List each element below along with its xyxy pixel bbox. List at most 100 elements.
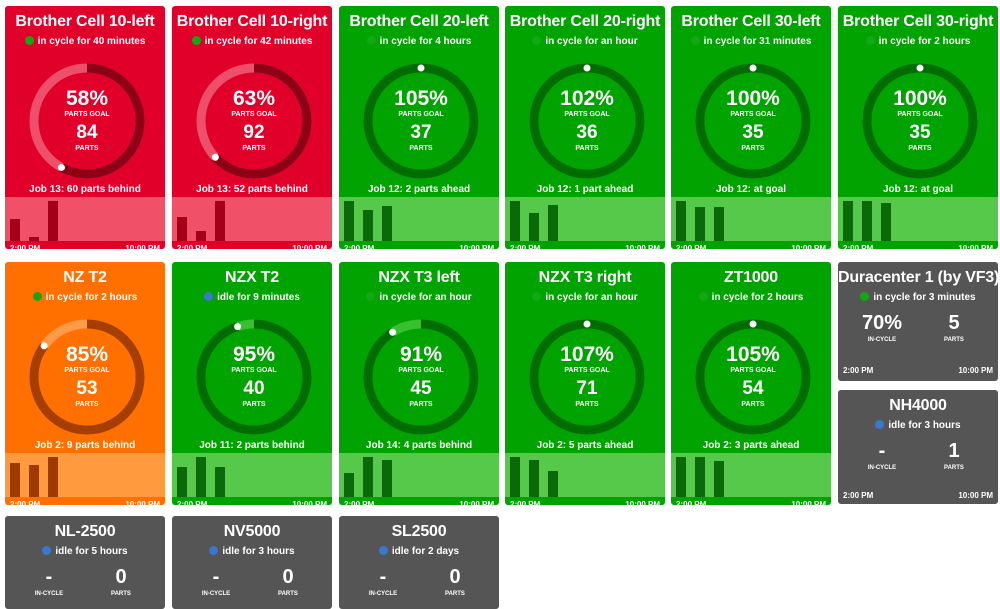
- machine-tile[interactable]: NZX T2 idle for 9 minutes 95% PARTS GOAL 40 P…: [172, 262, 332, 505]
- parts-goal-gauge: 95% PARTS GOAL 40 PARTS: [192, 315, 316, 439]
- parts-goal-gauge: 100% PARTS GOAL 35 PARTS: [858, 59, 982, 183]
- metrics-row: - IN-CYCLE 1 PARTS: [838, 440, 998, 471]
- status-dot-icon: [860, 292, 870, 301]
- history-bar: [344, 201, 354, 241]
- status-text: in cycle for 31 minutes: [703, 36, 812, 47]
- status-text: in cycle for an hour: [545, 292, 638, 303]
- parts-history-chart: [172, 453, 332, 497]
- machine-tile[interactable]: Brother Cell 20-left in cycle for 4 hours…: [339, 6, 499, 249]
- gauge-progress-arc: [29, 63, 145, 179]
- machine-tile[interactable]: NZX T3 right in cycle for an hour 107% PART…: [505, 262, 665, 505]
- gauge-marker: [40, 342, 48, 350]
- parts-value: 0: [282, 566, 294, 588]
- status-line: in cycle for an hour: [339, 292, 499, 303]
- machine-tile[interactable]: ZT1000 in cycle for 2 hours 105% PARTS GOAL…: [671, 262, 831, 505]
- parts-history-chart: [339, 197, 499, 241]
- machine-tile[interactable]: Brother Cell 20-right in cycle for an hou…: [505, 6, 665, 249]
- parts-goal-gauge: 105% PARTS GOAL 54 PARTS: [691, 315, 815, 439]
- parts-value: 5: [948, 312, 960, 334]
- parts-label: PARTS: [445, 591, 465, 597]
- parts-goal-percent: 95%: [232, 343, 276, 366]
- machine-tile[interactable]: NZ T2 in cycle for 2 hours 85% PARTS GOAL 53…: [5, 262, 165, 505]
- parts-goal-percent: 91%: [399, 343, 443, 366]
- in-cycle-metric: - IN-CYCLE: [353, 566, 413, 597]
- machine-name: Brother Cell 10-right: [176, 13, 328, 30]
- status-text: idle for 2 days: [391, 546, 460, 557]
- status-line: in cycle for 40 minutes: [5, 36, 165, 47]
- history-bar: [714, 461, 724, 497]
- chart-start-time: 2:00 PM: [843, 244, 874, 249]
- gauge-progress-arc: [529, 63, 645, 179]
- machine-tile[interactable]: NV5000 idle for 3 hours - IN-CYCLE 0 PARTS: [172, 516, 332, 609]
- history-bar: [695, 457, 705, 497]
- parts-goal-percent: 102%: [560, 87, 614, 110]
- history-bar: [676, 457, 686, 497]
- machine-tile[interactable]: NL-2500 idle for 5 hours - IN-CYCLE 0 PARTS: [5, 516, 165, 609]
- history-bar: [676, 201, 686, 241]
- machine-tile[interactable]: Brother Cell 10-left in cycle for 40 minu…: [5, 6, 165, 249]
- history-bar: [215, 467, 225, 497]
- history-bar: [363, 210, 373, 241]
- machine-tile[interactable]: SL2500 idle for 2 days - IN-CYCLE 0 PARTS: [339, 516, 499, 609]
- job-status: Job 13: 52 parts behind: [196, 184, 308, 195]
- gauge-ring: [529, 63, 645, 179]
- status-dot-icon: [191, 36, 201, 45]
- job-status: Job 13: 60 parts behind: [29, 184, 141, 195]
- parts-count: 45: [410, 378, 432, 399]
- parts-goal-label: PARTS GOAL: [64, 367, 110, 374]
- history-bar: [382, 460, 392, 497]
- gauge-ring: [196, 319, 312, 435]
- parts-count: 54: [742, 378, 764, 399]
- history-bar: [177, 467, 187, 497]
- parts-count: 92: [243, 122, 265, 143]
- history-bar: [48, 201, 58, 241]
- parts-label: PARTS: [908, 145, 932, 152]
- history-bar: [29, 237, 39, 241]
- in-cycle-value: -: [878, 440, 886, 462]
- chart-start-time: 2:00 PM: [10, 244, 41, 249]
- status-dot-icon: [865, 36, 875, 45]
- status-text: in cycle for 4 hours: [379, 36, 472, 47]
- machine-tile[interactable]: NH4000 idle for 3 hours - IN-CYCLE 1 PARTS 2:0…: [838, 390, 998, 504]
- chart-end-time: 10:00 PM: [459, 500, 494, 505]
- status-line: in cycle for 2 hours: [838, 36, 998, 47]
- machine-tile[interactable]: Brother Cell 30-left in cycle for 31 minu…: [671, 6, 831, 249]
- parts-goal-gauge: 91% PARTS GOAL 45 PARTS: [359, 315, 483, 439]
- parts-label: PARTS: [575, 401, 599, 408]
- parts-history-chart: [172, 197, 332, 241]
- history-bar: [714, 207, 724, 241]
- machine-name: NZX T3 right: [538, 269, 632, 286]
- parts-count: 36: [576, 122, 598, 143]
- history-bar: [529, 460, 539, 497]
- chart-start-time: 2:00 PM: [177, 500, 208, 505]
- parts-metric: 1 PARTS: [924, 440, 984, 471]
- machine-tile[interactable]: Duracenter 1 (by VF3) in cycle for 3 minu…: [838, 262, 998, 381]
- status-line: idle for 9 minutes: [172, 292, 332, 303]
- parts-value: 0: [115, 566, 127, 588]
- chart-start-time: 2:00 PM: [843, 491, 874, 500]
- status-dot-icon: [378, 546, 388, 555]
- job-status: Job 2: 5 parts ahead: [536, 440, 634, 451]
- gauge-marker: [749, 64, 757, 72]
- machine-tile[interactable]: NZX T3 left in cycle for an hour 91% PARTS …: [339, 262, 499, 505]
- status-dot-icon: [209, 546, 219, 555]
- status-line: idle for 5 hours: [5, 546, 165, 557]
- in-cycle-value: -: [379, 566, 387, 588]
- machine-tile[interactable]: Brother Cell 10-right in cycle for 42 min…: [172, 6, 332, 249]
- parts-label: PARTS: [75, 145, 99, 152]
- gauge-ring: [529, 319, 645, 435]
- chart-start-time: 2:00 PM: [510, 244, 541, 249]
- machine-name: NH4000: [889, 397, 947, 414]
- gauge-progress-arc: [363, 319, 479, 435]
- machine-name: SL2500: [391, 523, 447, 540]
- machine-tile[interactable]: Brother Cell 30-right in cycle for 2 hour…: [838, 6, 998, 249]
- machine-name: Brother Cell 30-right: [842, 13, 994, 30]
- status-dot-icon: [366, 292, 376, 301]
- parts-label: PARTS: [242, 401, 266, 408]
- parts-history-chart: [505, 197, 665, 241]
- chart-end-time: 10:00 PM: [459, 244, 494, 249]
- parts-goal-label: PARTS GOAL: [231, 111, 277, 118]
- status-line: in cycle for 2 hours: [5, 292, 165, 303]
- status-text: in cycle for an hour: [545, 36, 638, 47]
- machine-name: ZT1000: [724, 269, 778, 286]
